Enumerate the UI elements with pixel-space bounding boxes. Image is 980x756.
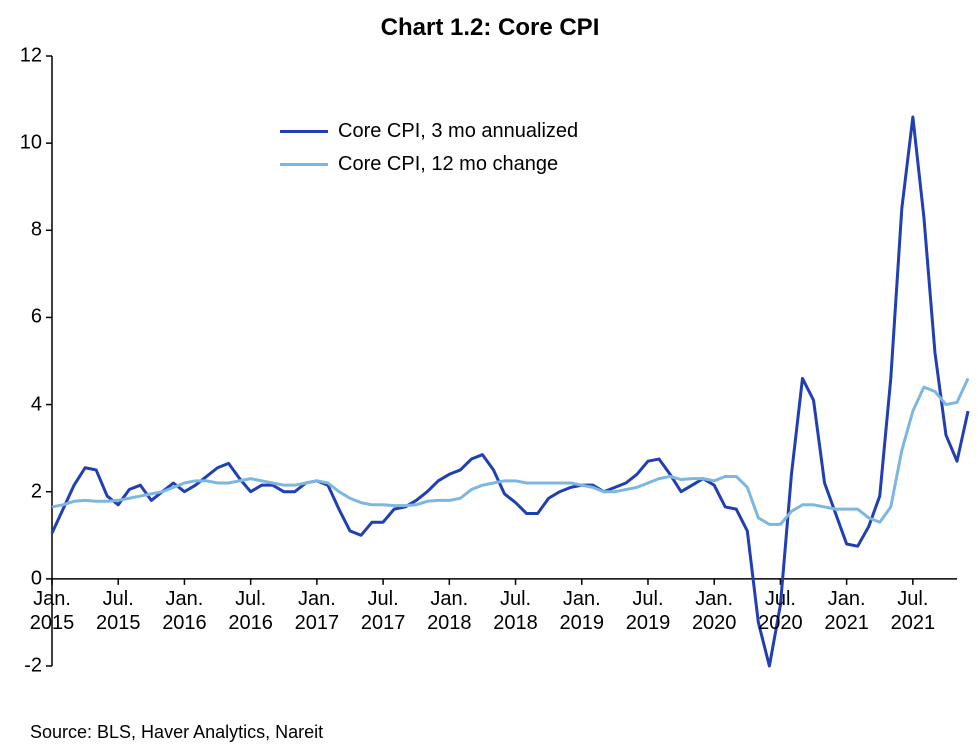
x-tick-label: Jul.2020 xyxy=(750,587,810,635)
source-text: Source: BLS, Haver Analytics, Nareit xyxy=(30,722,323,743)
y-tick-label: 4 xyxy=(10,393,42,416)
y-tick-label: -2 xyxy=(10,655,42,678)
x-tick-label: Jul.2018 xyxy=(486,587,546,635)
y-tick-label: 2 xyxy=(10,480,42,503)
series-core_cpi_3mo_annualized xyxy=(52,117,968,666)
legend-item-0: Core CPI, 3 mo annualized xyxy=(280,120,578,143)
chart-container: Chart 1.2: Core CPI Core CPI, 3 mo annua… xyxy=(0,0,980,756)
x-tick-label: Jan.2020 xyxy=(684,587,744,635)
legend-item-1: Core CPI, 12 mo change xyxy=(280,153,578,176)
legend: Core CPI, 3 mo annualized Core CPI, 12 m… xyxy=(280,120,578,186)
legend-swatch-0 xyxy=(280,130,328,133)
chart-title: Chart 1.2: Core CPI xyxy=(0,14,980,42)
y-tick-label: 6 xyxy=(10,306,42,329)
x-tick-label: Jul.2019 xyxy=(618,587,678,635)
y-tick-label: 12 xyxy=(10,45,42,68)
x-tick-label: Jul.2015 xyxy=(88,587,148,635)
x-tick-label: Jan.2015 xyxy=(22,587,82,635)
x-tick-label: Jul.2017 xyxy=(353,587,413,635)
legend-label-1: Core CPI, 12 mo change xyxy=(338,153,558,176)
y-tick-label: 8 xyxy=(10,219,42,242)
legend-swatch-1 xyxy=(280,163,328,166)
x-tick-label: Jul.2016 xyxy=(221,587,281,635)
x-tick-label: Jan.2018 xyxy=(419,587,479,635)
x-tick-label: Jan.2021 xyxy=(817,587,877,635)
x-tick-label: Jul.2021 xyxy=(883,587,943,635)
legend-label-0: Core CPI, 3 mo annualized xyxy=(338,120,578,143)
x-tick-label: Jan.2017 xyxy=(287,587,347,635)
x-tick-label: Jan.2019 xyxy=(552,587,612,635)
y-tick-label: 10 xyxy=(10,132,42,155)
x-tick-label: Jan.2016 xyxy=(154,587,214,635)
